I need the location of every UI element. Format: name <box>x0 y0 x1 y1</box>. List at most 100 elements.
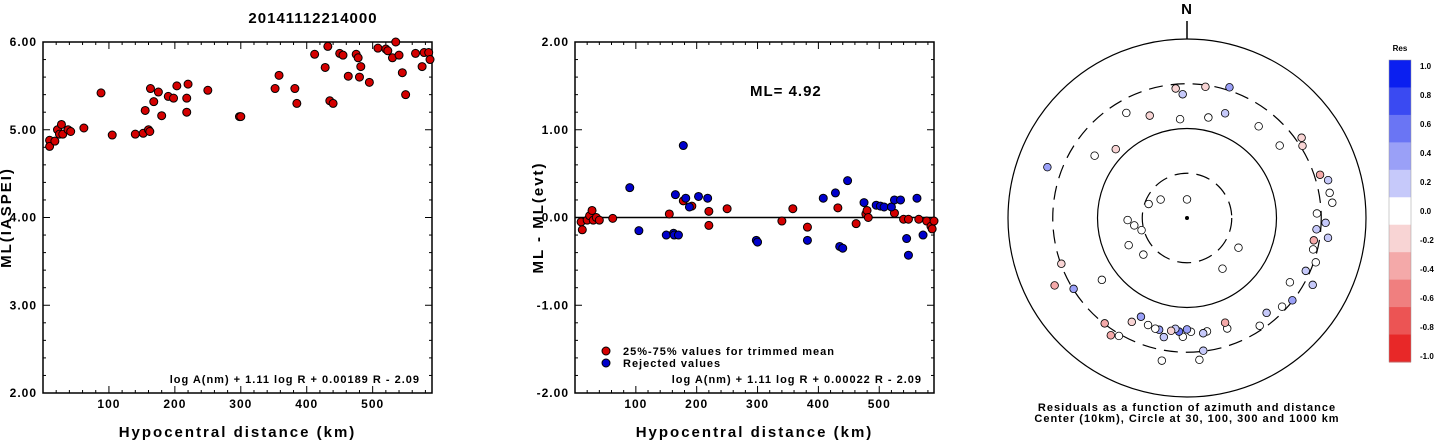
data-point <box>927 224 937 234</box>
data-point <box>788 204 798 214</box>
y-tick-label: -1.00 <box>537 298 569 312</box>
residual-colorbar: Res 1.0 0.8 0.6 0.4 0.2 0.0 -0.2 -0.4 -0.6 -0.8 -1.… <box>1388 44 1434 363</box>
station-residual-point <box>1175 114 1185 124</box>
station-residual-point <box>1218 264 1227 273</box>
data-point <box>107 130 117 140</box>
station-residual-point <box>1220 109 1230 118</box>
station-residual-point <box>1254 122 1263 131</box>
data-point <box>425 55 435 65</box>
data-point <box>903 250 913 260</box>
station-residual-point <box>1156 195 1165 204</box>
x-tick-label: 200 <box>163 397 186 411</box>
x-tick-label: 100 <box>97 397 120 411</box>
data-point <box>863 213 873 222</box>
data-point <box>79 123 89 133</box>
station-residual-point <box>1106 331 1116 340</box>
data-point <box>203 85 213 95</box>
data-point <box>704 220 714 230</box>
polar-caption: Center (10km), Circle at 30, 100, 300 an… <box>1034 413 1339 425</box>
y-axis-label: ML - ML(evt) <box>530 161 547 273</box>
data-point <box>818 193 828 203</box>
data-point <box>843 176 853 186</box>
data-point <box>145 84 155 94</box>
data-point <box>802 235 812 245</box>
station-residual-point <box>1288 296 1297 305</box>
station-residual-point <box>1201 82 1210 92</box>
station-residual-point <box>1321 218 1330 228</box>
x-axis-label: Hypocentral distance (km) <box>119 424 357 441</box>
station-residual-point <box>1234 243 1243 252</box>
station-residual-point <box>1275 141 1284 150</box>
colorbar-segment <box>1389 114 1411 143</box>
colorbar-label: 1.0 <box>1420 62 1432 71</box>
station-residual-point <box>1328 198 1337 207</box>
y-tick-label: 2.00 <box>10 386 37 400</box>
data-point <box>912 193 922 203</box>
x-tick-label: 400 <box>295 397 318 411</box>
data-point <box>157 111 167 121</box>
data-point <box>323 41 333 51</box>
colorbar-segment <box>1389 252 1411 281</box>
data-point <box>130 129 140 139</box>
station-residual-point <box>1137 225 1146 235</box>
distance-ring <box>1096 127 1278 309</box>
station-residual-point <box>1308 245 1318 254</box>
polar-caption: Residuals as a function of azimuth and d… <box>1038 402 1336 414</box>
y-tick-label: 0.00 <box>542 211 569 225</box>
station-residual-point <box>1195 355 1204 365</box>
data-point <box>678 141 688 151</box>
x-tick-label: 500 <box>361 397 384 411</box>
data-point <box>310 49 320 59</box>
data-point <box>353 53 363 63</box>
data-point <box>56 119 66 129</box>
data-point <box>183 79 193 89</box>
station-residual-point <box>1262 308 1271 318</box>
station-residual-point <box>1057 259 1066 268</box>
station-residual-point <box>1139 250 1148 259</box>
colorbar-segment <box>1389 307 1411 336</box>
data-point <box>903 214 913 224</box>
data-point <box>364 77 374 87</box>
colorbar-frame <box>1388 59 1412 363</box>
station-residual-point <box>1225 83 1234 92</box>
y-tick-label: 6.00 <box>10 35 37 49</box>
data-point <box>802 222 812 232</box>
legend-marker <box>601 358 611 368</box>
data-point <box>918 230 928 240</box>
data-point <box>722 204 732 214</box>
station-residual-point <box>1315 170 1325 179</box>
station-residual-point <box>1157 356 1167 365</box>
data-point <box>851 219 861 229</box>
station-residual-point <box>1198 329 1208 338</box>
colorbar-segment <box>1389 279 1411 308</box>
colorbar-title: Res <box>1393 44 1408 53</box>
data-point <box>830 188 840 198</box>
station-residual-point <box>1114 331 1124 341</box>
formula-annotation: log A(nm) + 1.11 log R + 0.00022 R - 2.0… <box>672 374 922 386</box>
colorbar-segment <box>1389 224 1411 253</box>
data-point <box>172 81 182 91</box>
station-residual-point <box>1178 90 1187 99</box>
station-residual-point <box>1090 151 1099 160</box>
colorbar-segment <box>1389 87 1411 116</box>
y-axis-label: ML(IASPEI) <box>0 167 15 268</box>
station-residual-point <box>1323 175 1333 185</box>
station-residual-point <box>1285 278 1295 287</box>
data-point <box>66 127 76 137</box>
station-residual-point <box>1130 221 1139 230</box>
legend-label: 25%-75% values for trimmed mean <box>623 346 835 358</box>
data-point <box>703 193 713 203</box>
station-residual-point <box>1325 188 1334 198</box>
colorbar-label: 0.0 <box>1420 207 1432 216</box>
x-tick-label: 100 <box>624 397 647 411</box>
x-axis-label: Hypocentral distance (km) <box>636 424 874 441</box>
data-point <box>343 71 353 81</box>
data-point <box>577 225 587 235</box>
x-tick-label: 300 <box>746 397 769 411</box>
data-point <box>896 195 906 205</box>
data-point <box>320 62 330 72</box>
ml-vs-distance-plot: 100 200 300 400 500 2.00 3.00 4.00 5.00 6.00 Hypoc… <box>0 35 435 441</box>
data-point <box>587 205 597 215</box>
station-residual-point <box>1069 284 1078 294</box>
